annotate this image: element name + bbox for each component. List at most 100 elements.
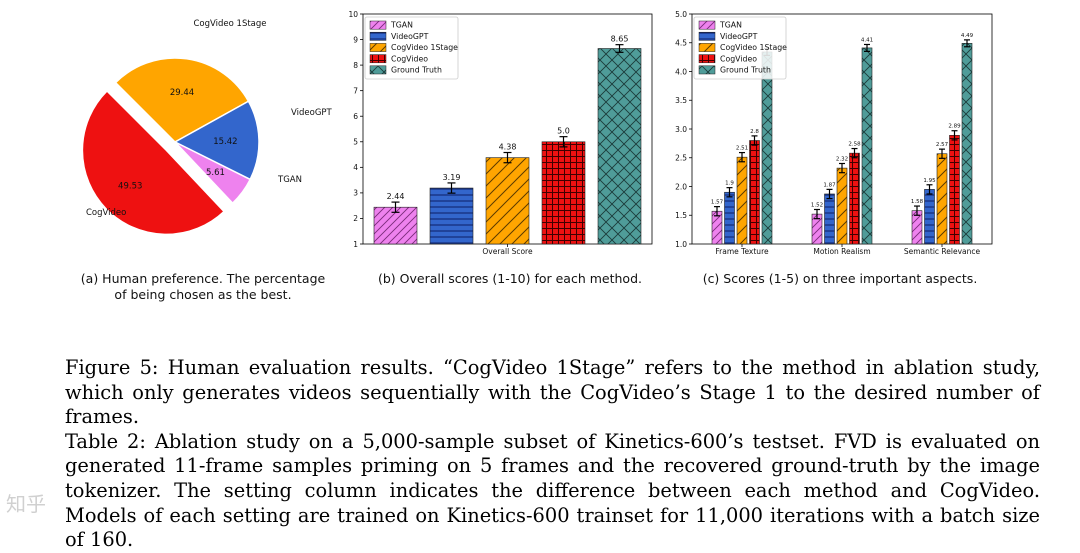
legend-label-videogpt: VideoGPT bbox=[391, 32, 429, 41]
y-tick-label: 4 bbox=[353, 163, 358, 172]
bar-value-label: 5.0 bbox=[557, 127, 570, 136]
bar-cogvideo-1stage-overall-score bbox=[485, 157, 530, 245]
y-tick-label: 5 bbox=[353, 138, 358, 147]
y-tick-label: 4.0 bbox=[675, 67, 687, 76]
pie-label-videogpt: VideoGPT bbox=[291, 108, 333, 118]
legend-label-cogvideo: CogVideo bbox=[720, 54, 757, 63]
bar-cogvideo-frame-texture bbox=[749, 140, 760, 245]
bar-value-label: 4.38 bbox=[499, 143, 517, 152]
y-tick-label: 10 bbox=[348, 10, 358, 19]
bar-cogvideo-overall-score bbox=[541, 141, 586, 245]
bar-cogvideo-motion-realism bbox=[849, 152, 860, 245]
legend-box bbox=[693, 16, 787, 80]
y-tick-label: 6 bbox=[353, 112, 358, 121]
y-tick-label: 4.5 bbox=[675, 39, 687, 48]
y-tick-label: 8 bbox=[353, 61, 358, 70]
bar-value-label: 4.41 bbox=[861, 37, 873, 43]
figure-canvas: 29.44 CogVideo 1Stage 15.42 VideoGPT 5.61 TGA… bbox=[81, 10, 993, 256]
pie-value-tgan: 5.61 bbox=[206, 168, 225, 178]
x-tick-label: Semantic Relevance bbox=[904, 247, 981, 256]
bar-cogvideo-1stage-semantic-relevance bbox=[936, 153, 948, 245]
bar-value-label: 4.49 bbox=[961, 33, 974, 39]
y-tick-label: 9 bbox=[353, 35, 358, 44]
subcaption-a: (a) Human preference. The percentage of … bbox=[80, 271, 326, 302]
bar-ground-truth-frame-texture bbox=[761, 51, 773, 245]
legend-label-ground-truth: Ground Truth bbox=[720, 66, 771, 75]
legend-swatch-ground-truth bbox=[369, 65, 387, 75]
bar-videogpt-motion-realism bbox=[824, 193, 835, 245]
bar-value-label: 1.87 bbox=[823, 182, 836, 188]
x-tick-label: Frame Texture bbox=[715, 247, 769, 256]
y-tick-label: 3.0 bbox=[675, 125, 687, 134]
y-tick-label: 1 bbox=[353, 240, 358, 249]
legend-swatch-videogpt bbox=[369, 31, 387, 41]
bar-cogvideo-1stage-frame-texture bbox=[736, 156, 748, 245]
y-tick-label: 5.0 bbox=[675, 10, 687, 19]
bar-tgan-overall-score bbox=[373, 206, 418, 245]
bar-value-label: 2.89 bbox=[948, 124, 961, 130]
legend-swatch-ground-truth bbox=[698, 65, 716, 75]
pie-value-videogpt: 15.42 bbox=[213, 137, 237, 147]
y-tick-label: 2 bbox=[353, 214, 358, 223]
watermark: 知乎 bbox=[6, 492, 46, 516]
y-tick-label: 7 bbox=[353, 86, 358, 95]
bar-ground-truth-overall-score bbox=[597, 48, 642, 245]
bar-cogvideo-semantic-relevance bbox=[949, 135, 960, 245]
bar-value-label: 2.32 bbox=[836, 157, 848, 163]
legend-box bbox=[364, 16, 459, 80]
bar-value-label: 3.19 bbox=[443, 173, 461, 182]
pie-slice-cogvideo bbox=[81, 89, 226, 236]
figure-5-caption: Figure 5: Human evaluation results. “Cog… bbox=[65, 356, 1040, 429]
bar-videogpt-overall-score bbox=[429, 187, 474, 245]
bar-videogpt-frame-texture bbox=[724, 191, 735, 245]
legend-label-cogvideo-1stage: CogVideo 1Stage bbox=[720, 43, 787, 52]
legend-swatch-tgan bbox=[369, 20, 387, 30]
bar-value-label: 2.44 bbox=[387, 192, 405, 201]
y-tick-label: 3.5 bbox=[675, 96, 687, 105]
bar-value-label: 1.95 bbox=[923, 178, 936, 184]
bar-ground-truth-motion-realism bbox=[861, 47, 873, 245]
y-tick-label: 1.0 bbox=[675, 240, 687, 249]
pie-slice-cogvideo-1stage bbox=[114, 57, 250, 143]
legend-label-cogvideo-1stage: CogVideo 1Stage bbox=[391, 43, 458, 52]
figure-caption: Figure 5: Human evaluation results. “Cog… bbox=[65, 356, 1040, 553]
bar-value-label: 8.65 bbox=[611, 35, 629, 44]
aspect-score-bar-chart: 1.0 1.5 2.0 2.5 3.0 3.5 4.0 4.5 5.0 Frame Texture… bbox=[675, 10, 993, 256]
overall-score-bar-chart: 1 2 3 4 5 6 7 8 9 10 Overall Score 2.44 3.19 4.38 5.0 8… bbox=[348, 10, 653, 256]
bar-value-label: 2.57 bbox=[936, 142, 949, 148]
pie-value-cogvideo-1stage: 29.44 bbox=[170, 88, 194, 98]
pie-label-cogvideo-1stage: CogVideo 1Stage bbox=[193, 19, 266, 29]
pie-chart: 29.44 CogVideo 1Stage 15.42 VideoGPT 5.61 TGA… bbox=[81, 19, 333, 236]
legend-label-tgan: TGAN bbox=[390, 21, 413, 30]
legend-swatch-tgan bbox=[698, 20, 716, 30]
pie-slice-videogpt bbox=[173, 100, 260, 181]
bar-value-label: 1.58 bbox=[911, 199, 924, 205]
subcaption-c: (c) Scores (1-5) on three important aspe… bbox=[702, 271, 978, 286]
legend-label-tgan: TGAN bbox=[719, 21, 742, 30]
bar-value-label: 2.8 bbox=[750, 129, 759, 135]
legend-swatch-cogvideo bbox=[369, 54, 387, 64]
bar-ground-truth-semantic-relevance bbox=[961, 43, 973, 245]
pie-value-cogvideo: 49.53 bbox=[118, 181, 142, 191]
bar-videogpt-semantic-relevance bbox=[924, 189, 935, 245]
legend-swatch-cogvideo-1stage bbox=[698, 43, 716, 52]
y-tick-label: 2.0 bbox=[675, 182, 687, 191]
pie-label-cogvideo: CogVideo bbox=[86, 208, 126, 218]
legend-label-ground-truth: Ground Truth bbox=[391, 66, 442, 75]
legend-swatch-videogpt bbox=[698, 31, 716, 41]
legend-swatch-cogvideo bbox=[698, 54, 716, 64]
y-tick-label: 1.5 bbox=[675, 211, 687, 220]
x-tick-label: Overall Score bbox=[482, 247, 533, 256]
y-tick-label: 3 bbox=[353, 189, 358, 198]
x-tick-label: Motion Realism bbox=[813, 247, 870, 256]
bar-value-label: 2.58 bbox=[848, 142, 861, 148]
bar-value-label: 1.9 bbox=[725, 181, 734, 187]
pie-label-tgan: TGAN bbox=[277, 175, 302, 185]
pie-slice-tgan bbox=[174, 141, 252, 205]
legend-swatch-cogvideo-1stage bbox=[369, 43, 387, 52]
bar-value-label: 1.52 bbox=[811, 203, 823, 209]
legend-label-videogpt: VideoGPT bbox=[720, 32, 758, 41]
bar-value-label: 2.51 bbox=[736, 146, 748, 152]
bar-value-label: 1.57 bbox=[711, 200, 724, 206]
table-2-caption: Table 2: Ablation study on a 5,000-sampl… bbox=[65, 429, 1040, 552]
